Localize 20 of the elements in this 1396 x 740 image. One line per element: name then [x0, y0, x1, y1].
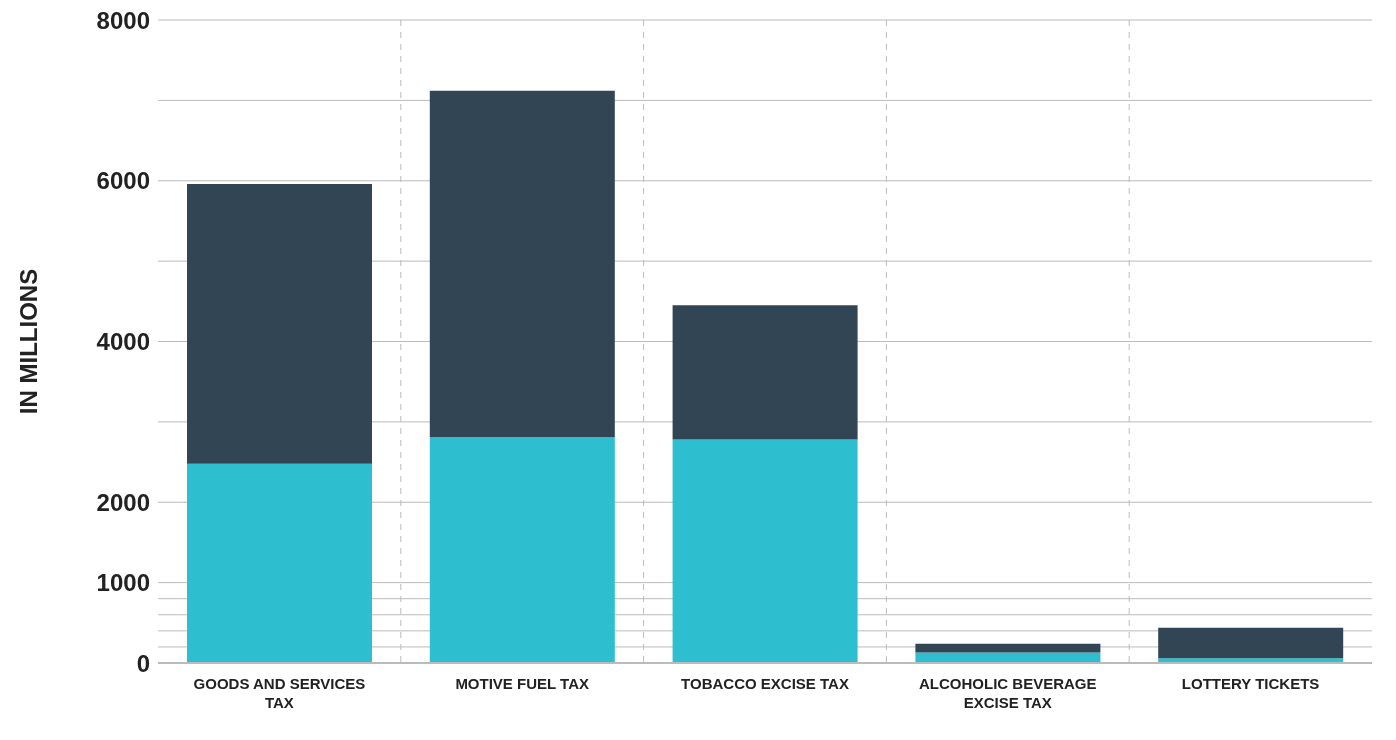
y-tick-label: 8000 — [96, 6, 150, 34]
y-tick-label: 6000 — [96, 167, 150, 195]
y-tick-label: 0 — [136, 649, 150, 677]
x-tick-label: ALCOHOLIC BEVERAGE EXCISE TAX — [919, 675, 1097, 711]
y-tick-label: 4000 — [96, 328, 150, 356]
bar — [187, 183, 372, 464]
bar — [915, 643, 1101, 653]
bar — [429, 90, 615, 438]
bar — [672, 305, 858, 440]
bar — [187, 463, 372, 663]
x-tick-label: MOTIVE FUEL TAX — [455, 675, 590, 692]
x-tick-label: LOTTERY TICKETS — [1181, 675, 1320, 692]
bar — [672, 439, 858, 663]
y-tick-label: 1000 — [96, 569, 150, 597]
x-tick-label: TOBACCO EXCISE TAX — [681, 675, 849, 692]
bar — [429, 437, 615, 663]
bar — [1158, 627, 1344, 659]
y-axis-title: IN MILLIONS — [14, 268, 42, 415]
y-tick-label: 2000 — [96, 488, 150, 516]
x-tick-label: GOODS AND SERVICES TAX — [193, 675, 366, 711]
